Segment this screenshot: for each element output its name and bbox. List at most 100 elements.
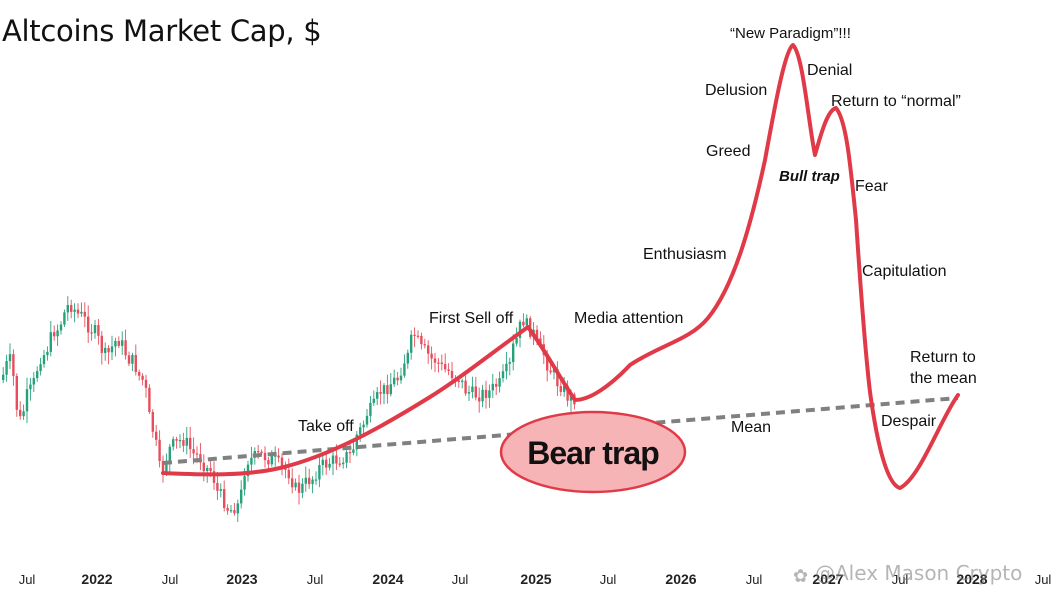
candle-body [559,386,562,392]
x-tick-label: 2022 [81,571,112,587]
candle-body [314,479,318,481]
candle-body [182,440,185,446]
candle-body [376,392,379,399]
candle-body [73,309,76,312]
candle-body [12,354,15,376]
candle-body [406,352,409,364]
candle-body [328,463,331,468]
candle-body [42,355,46,365]
candle-body [464,380,467,394]
annotation-label: Mean [731,419,771,436]
candle-body [185,437,188,446]
candle-body [260,451,263,453]
candle-body [325,459,328,468]
candle-body [22,411,25,417]
annotation-label: Delusion [705,82,767,99]
candlestick-series [2,296,576,522]
camera-icon: ✿ [793,566,809,587]
candle-body [474,386,477,398]
annotation-label: “New Paradigm”!!! [730,25,851,42]
candle-body [59,324,63,331]
candle-body [124,340,127,356]
candle-body [36,371,39,379]
candle-body [90,332,93,334]
candle-body [226,507,229,511]
candle-body [369,402,372,416]
candle-body [161,460,165,472]
candle-body [345,452,348,463]
x-axis: Jul 2022 Jul 2023 Jul 2024 Jul 2025 Jul 2026 Jul 20… [19,571,1052,587]
annotation-label: Denial [807,62,852,79]
candle-body [348,452,352,454]
annotation-label: Fear [855,178,889,195]
candle-body [236,503,239,514]
candle-body [209,467,212,472]
candle-body [539,338,542,345]
candle-body [131,355,134,364]
candle-body [212,471,216,483]
candle-body [393,377,396,385]
candle-body [498,378,501,387]
candle-body [416,335,420,337]
candle-body [175,439,178,441]
candle-body [566,385,569,401]
annotation-label: Enthusiasm [643,246,727,263]
candle-body [56,330,59,337]
annotation-label: Return to “normal” [831,93,961,110]
candle-body [552,369,556,373]
candle-body [488,390,491,398]
candle-body [263,452,267,461]
candle-body [311,479,314,485]
candle-body [141,375,144,380]
candle-body [505,363,508,372]
candle-body [450,370,454,379]
candle-body [229,510,233,512]
candle-body [49,332,52,352]
candle-body [518,321,522,338]
candle-body [104,347,107,353]
candle-body [243,476,246,490]
candle-body [515,337,518,344]
annotation-label: Capitulation [862,263,947,280]
candle-body [342,462,345,465]
candle-body [80,311,83,314]
candle-body [39,364,42,372]
candle-body [389,384,392,395]
candle-body [155,431,158,440]
candle-body [76,309,80,314]
annotation-label: the mean [910,370,977,387]
watermark-text: @Alex Mason Crypto [815,561,1023,585]
candle-body [508,362,511,364]
candle-body [216,482,219,491]
candle-body [447,369,450,371]
candle-body [355,434,358,450]
candle-body [352,449,355,453]
candle-body [484,389,488,398]
candle-body [165,461,168,472]
candle-body [66,305,69,313]
candle-body [522,321,525,326]
candle-body [280,457,284,466]
annotation-label: Media attention [574,310,683,327]
candle-body [148,387,151,412]
x-tick-label: Jul [452,572,469,587]
candle-body [365,415,369,425]
candle-body [158,439,161,461]
x-tick-label: Jul [600,572,617,587]
candle-body [15,375,18,410]
candle-body [257,451,260,453]
candle-body [413,334,416,336]
candle-body [382,385,386,394]
candle-body [100,335,103,353]
candle-body [114,340,117,347]
candle-body [359,427,362,435]
candle-body [97,325,100,336]
candle-body [219,489,222,491]
candle-body [294,482,297,488]
candle-body [501,371,505,379]
candle-body [274,455,277,457]
candle-body [32,378,35,385]
candle-body [430,353,433,359]
candle-body [53,332,56,337]
